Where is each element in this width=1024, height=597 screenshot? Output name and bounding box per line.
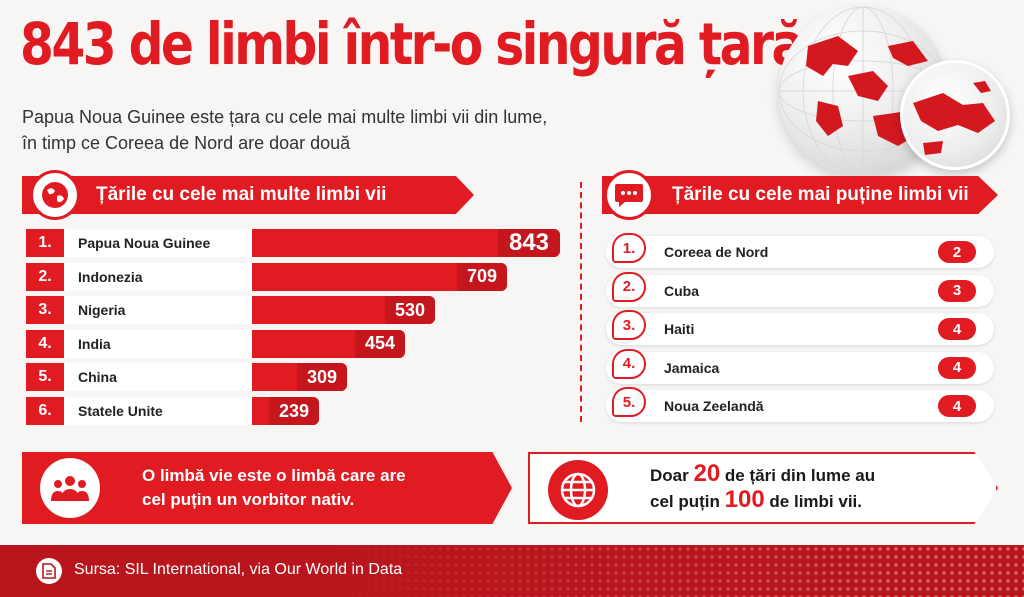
papua-zoom-map xyxy=(900,60,1010,170)
source-text: Sursa: SIL International, via Our World … xyxy=(74,561,403,578)
language-count-badge: 3 xyxy=(938,279,976,302)
page-title: 843 de limbi într-o singură țară xyxy=(20,10,804,78)
definition-text: O limbă vie este o limbă care are cel pu… xyxy=(142,464,406,512)
rank-label: 4. xyxy=(612,348,646,379)
source-footer: Sursa: SIL International, via Our World … xyxy=(0,545,1024,597)
bar-value-label: 530 xyxy=(385,296,435,325)
rank-label: 3. xyxy=(26,296,64,325)
speech-bubble-icon xyxy=(604,170,654,220)
list-item: 2. Cuba 3 xyxy=(606,271,994,307)
fact-number-languages: 100 xyxy=(724,486,765,513)
rank-label: 1. xyxy=(26,229,64,257)
rank-label: 3. xyxy=(612,310,646,340)
bar-value-label: 454 xyxy=(355,329,405,358)
list-item: 5. Noua Zeelandă 4 xyxy=(606,387,994,422)
fact-line-2: cel puțin 100 de limbi vii. xyxy=(650,488,875,514)
rank-label: 5. xyxy=(26,363,64,392)
page-subtitle: Papua Noua Guinee este țara cu cele mai … xyxy=(22,104,642,156)
rank-label: 2. xyxy=(26,262,64,291)
category-label: China xyxy=(64,363,252,392)
definition-callout: O limbă vie este o limbă care are cel pu… xyxy=(22,452,512,524)
category-label: Statele Unite xyxy=(64,397,252,425)
country-label: Haiti xyxy=(664,321,695,337)
rank-label: 6. xyxy=(26,397,64,425)
list-item: 4. Jamaica 4 xyxy=(606,348,994,384)
countries-fact-callout: Doar 20 de țări din lume au cel puțin 10… xyxy=(528,452,998,524)
footer-halftone-pattern xyxy=(324,545,1024,597)
fact-number-countries: 20 xyxy=(693,460,721,487)
language-count-badge: 4 xyxy=(938,318,976,340)
fact-mid: de țări din lume au xyxy=(724,466,876,485)
fewest-languages-heading-text: Țările cu cele mai puține limbi vii xyxy=(672,184,969,205)
fact-line-1: Doar 20 de țări din lume au xyxy=(650,462,875,488)
country-label: Cuba xyxy=(664,282,699,299)
country-label: Jamaica xyxy=(664,359,720,376)
list-item: 3. Haiti 4 xyxy=(606,310,994,345)
fact-prefix: Doar xyxy=(650,466,689,485)
country-label: Noua Zeelandă xyxy=(664,398,764,414)
subtitle-line-1: Papua Noua Guinee este țara cu cele mai … xyxy=(22,107,548,127)
category-label: Nigeria xyxy=(64,296,252,325)
people-group-icon xyxy=(40,458,100,518)
bar-value-label: 843 xyxy=(498,229,560,257)
bar-value-label: 709 xyxy=(457,262,507,291)
fact-text: Doar 20 de țări din lume au cel puțin 10… xyxy=(650,462,875,514)
language-count-badge: 4 xyxy=(938,356,976,379)
country-label: Coreea de Nord xyxy=(664,244,769,260)
definition-line-1: O limbă vie este o limbă care are xyxy=(142,466,406,485)
globe-grid-icon xyxy=(548,460,608,520)
category-label: Indonezia xyxy=(64,262,252,291)
bar-value-label: 239 xyxy=(269,397,319,425)
rank-label: 4. xyxy=(26,329,64,358)
rank-label: 5. xyxy=(612,387,646,417)
definition-line-2: cel puțin un vorbitor nativ. xyxy=(142,490,355,509)
language-count-badge: 4 xyxy=(938,395,976,417)
document-icon xyxy=(36,558,62,584)
globe-icon xyxy=(30,170,80,220)
language-count-badge: 2 xyxy=(938,241,976,263)
most-languages-heading: Țările cu cele mai multe limbi vii xyxy=(22,176,474,214)
fewest-languages-heading: Țările cu cele mai puține limbi vii xyxy=(602,176,998,214)
bar-value-label: 309 xyxy=(297,363,347,392)
rank-label: 1. xyxy=(612,233,646,263)
fact-suffix: de limbi vii. xyxy=(769,492,863,511)
fact-line2-prefix: cel puțin xyxy=(650,492,720,511)
section-divider xyxy=(580,182,582,422)
subtitle-line-2: în timp ce Coreea de Nord are doar două xyxy=(22,133,351,153)
list-item: 1. Coreea de Nord 2 xyxy=(606,233,994,268)
rank-label: 2. xyxy=(612,271,646,302)
most-languages-heading-text: Țările cu cele mai multe limbi vii xyxy=(96,184,387,205)
category-label: Papua Noua Guinee xyxy=(64,229,252,257)
category-label: India xyxy=(64,329,252,358)
